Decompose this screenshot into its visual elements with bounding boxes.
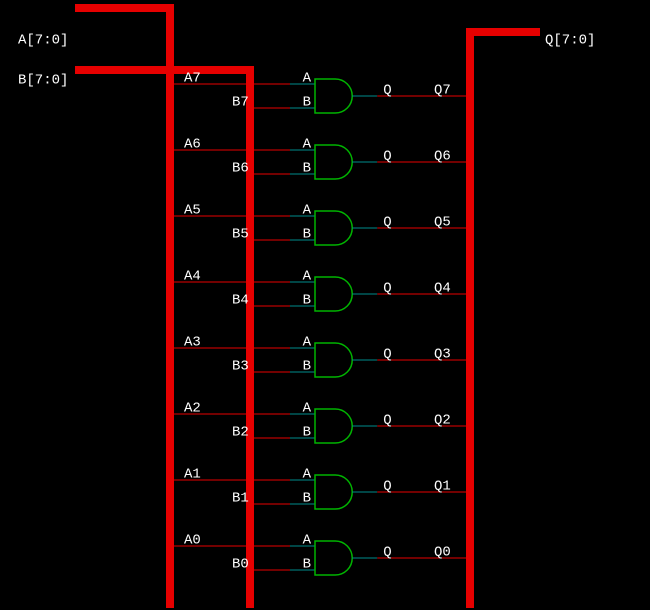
pin-label-b: B <box>303 227 311 243</box>
net-label-a: A4 <box>184 269 201 285</box>
pin-label-b: B <box>303 293 311 309</box>
net-label-a: A3 <box>184 335 201 351</box>
pin-label-a: A <box>303 137 312 153</box>
pin-label-a: A <box>303 401 312 417</box>
pin-label-q: Q <box>383 413 391 429</box>
pin-label-a: A <box>303 71 312 87</box>
net-label-q: Q4 <box>434 281 451 297</box>
pin-label-q: Q <box>383 281 391 297</box>
gate-row-0: A0 B0 AB Q Q0 <box>174 533 466 575</box>
and-gate-icon <box>315 79 352 113</box>
net-label-q: Q0 <box>434 545 451 561</box>
and-gate-icon <box>315 145 352 179</box>
gate-rows: A7B7ABQQ7A6B6ABQQ6A5B5ABQQ5A4B4ABQQ4A3B3… <box>174 71 466 575</box>
net-label-b: B4 <box>232 293 249 309</box>
gate-row-5: A5 B5 AB Q Q5 <box>174 203 466 245</box>
net-label-a: A0 <box>184 533 201 549</box>
net-label-b: B1 <box>232 491 249 507</box>
pin-label-a: A <box>303 269 312 285</box>
pin-label-a: A <box>303 335 312 351</box>
pin-label-b: B <box>303 557 311 573</box>
and-gate-icon <box>315 211 352 245</box>
net-label-b: B7 <box>232 95 249 111</box>
port-a-label: A[7:0] <box>18 33 68 49</box>
gate-row-4: A4 B4 AB Q Q4 <box>174 269 466 311</box>
and8-schematic: A[7:0] B[7:0] Q[7:0] A7B7ABQQ7A6B6ABQQ6A… <box>0 0 650 610</box>
and-gate-icon <box>315 277 352 311</box>
net-label-a: A2 <box>184 401 201 417</box>
and-gate-icon <box>315 475 352 509</box>
pin-label-q: Q <box>383 149 391 165</box>
net-label-q: Q7 <box>434 83 451 99</box>
pin-label-q: Q <box>383 347 391 363</box>
pin-label-b: B <box>303 491 311 507</box>
net-label-b: B5 <box>232 227 249 243</box>
pin-label-q: Q <box>383 83 391 99</box>
gate-row-3: A3 B3 AB Q Q3 <box>174 335 466 377</box>
pin-label-a: A <box>303 467 312 483</box>
net-label-a: A1 <box>184 467 201 483</box>
pin-label-a: A <box>303 533 312 549</box>
pin-label-b: B <box>303 359 311 375</box>
and-gate-icon <box>315 409 352 443</box>
net-label-q: Q2 <box>434 413 451 429</box>
pin-label-b: B <box>303 425 311 441</box>
pin-label-b: B <box>303 161 311 177</box>
net-label-b: B0 <box>232 557 249 573</box>
net-label-a: A7 <box>184 71 201 87</box>
port-q-label: Q[7:0] <box>545 33 595 49</box>
pin-label-a: A <box>303 203 312 219</box>
net-label-b: B3 <box>232 359 249 375</box>
pin-label-q: Q <box>383 479 391 495</box>
port-b-label: B[7:0] <box>18 73 68 89</box>
gate-row-7: A7 B7 AB Q Q7 <box>174 71 466 113</box>
net-label-q: Q3 <box>434 347 451 363</box>
and-gate-icon <box>315 541 352 575</box>
gate-row-2: A2 B2 AB Q Q2 <box>174 401 466 443</box>
net-label-q: Q1 <box>434 479 451 495</box>
net-label-b: B2 <box>232 425 249 441</box>
gate-row-6: A6 B6 AB Q Q6 <box>174 137 466 179</box>
pin-label-b: B <box>303 95 311 111</box>
net-label-a: A5 <box>184 203 201 219</box>
gate-row-1: A1 B1 AB Q Q1 <box>174 467 466 509</box>
net-label-q: Q6 <box>434 149 451 165</box>
pin-label-q: Q <box>383 215 391 231</box>
and-gate-icon <box>315 343 352 377</box>
pin-label-q: Q <box>383 545 391 561</box>
net-label-q: Q5 <box>434 215 451 231</box>
net-label-b: B6 <box>232 161 249 177</box>
net-label-a: A6 <box>184 137 201 153</box>
